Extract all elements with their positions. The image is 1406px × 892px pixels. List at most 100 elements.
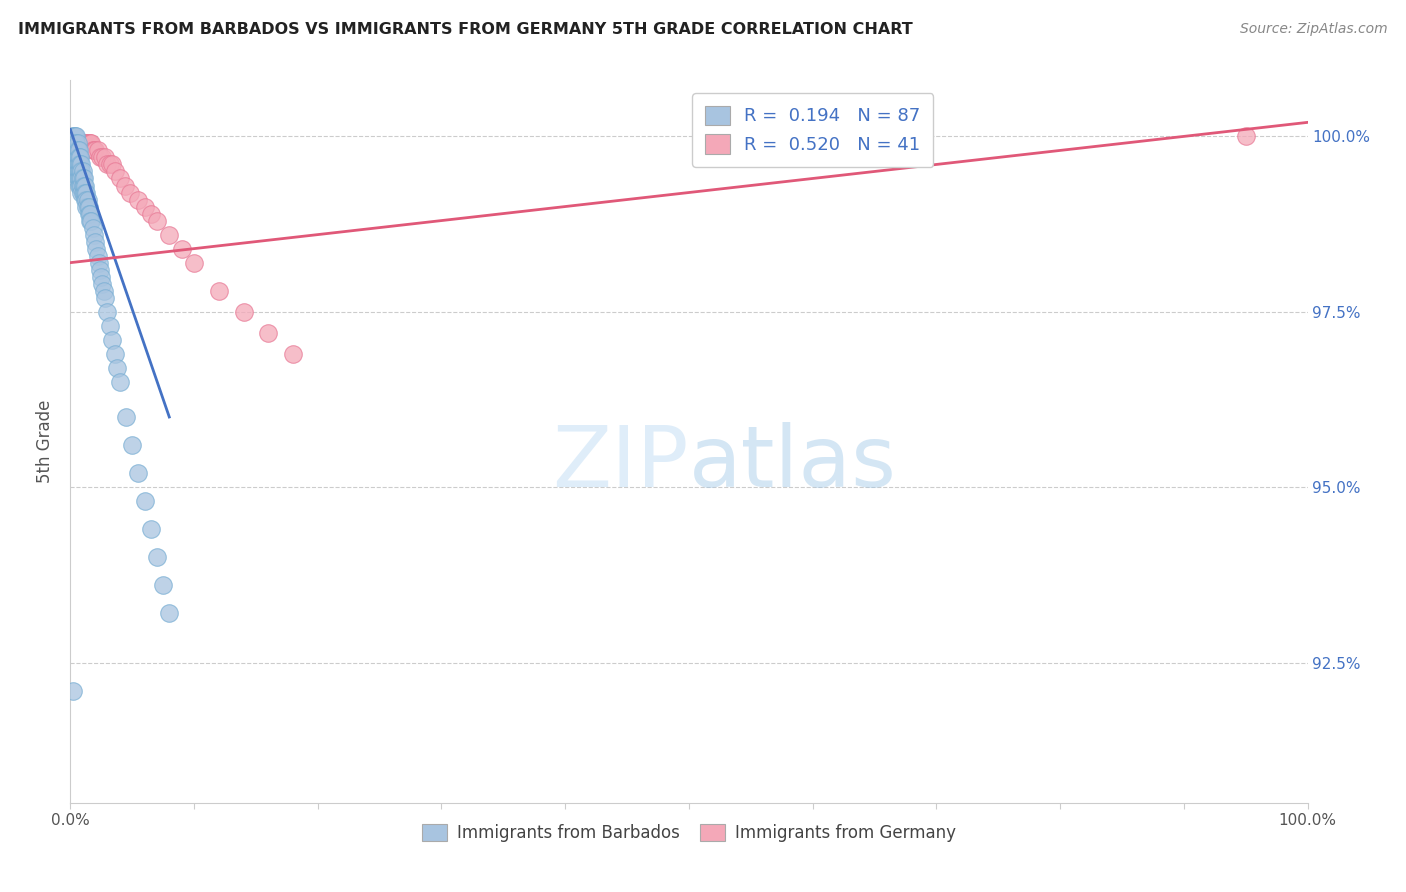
Point <box>63 151 86 165</box>
Point <box>67 151 90 165</box>
Point <box>139 522 162 536</box>
Point <box>105 360 128 375</box>
Point <box>77 136 100 151</box>
Point <box>77 206 100 220</box>
Point <box>96 305 118 319</box>
Point <box>108 375 131 389</box>
Point <box>79 213 101 227</box>
Point <box>66 136 89 151</box>
Point <box>62 136 84 151</box>
Point <box>66 144 89 158</box>
Point <box>80 213 103 227</box>
Point <box>83 144 105 158</box>
Point <box>108 171 131 186</box>
Point <box>73 136 96 151</box>
Point <box>94 151 117 165</box>
Point <box>67 157 90 171</box>
Point <box>77 200 100 214</box>
Point <box>72 171 94 186</box>
Point <box>87 255 110 269</box>
Point <box>70 157 93 171</box>
Point <box>63 129 86 144</box>
Point <box>91 277 114 291</box>
Point <box>66 164 89 178</box>
Point <box>96 157 118 171</box>
Point <box>69 164 91 178</box>
Point <box>75 178 97 193</box>
Point <box>170 242 193 256</box>
Point <box>76 136 98 151</box>
Point <box>65 136 87 151</box>
Point <box>80 136 103 151</box>
Point <box>134 200 156 214</box>
Point <box>65 136 87 151</box>
Point <box>73 186 96 200</box>
Point <box>84 235 107 249</box>
Point <box>75 136 97 151</box>
Point <box>70 136 93 151</box>
Point <box>63 157 86 171</box>
Point <box>134 494 156 508</box>
Point <box>75 193 97 207</box>
Point <box>66 136 89 151</box>
Point <box>281 347 304 361</box>
Point <box>65 157 87 171</box>
Point <box>84 242 107 256</box>
Point <box>1234 129 1257 144</box>
Point <box>69 136 91 151</box>
Point <box>65 129 87 144</box>
Point <box>70 186 93 200</box>
Point <box>75 186 97 200</box>
Point <box>75 200 97 214</box>
Point <box>114 178 136 193</box>
Point <box>83 227 105 242</box>
Point <box>208 284 231 298</box>
Point <box>67 171 90 186</box>
Point <box>66 171 89 186</box>
Point <box>73 171 96 186</box>
Point <box>69 151 91 165</box>
Point <box>75 186 97 200</box>
Point <box>82 144 104 158</box>
Point <box>89 262 111 277</box>
Point <box>65 157 87 171</box>
Point <box>104 347 127 361</box>
Point <box>75 136 97 151</box>
Point <box>73 178 96 193</box>
Point <box>67 144 90 158</box>
Point <box>72 164 94 178</box>
Point <box>115 409 138 424</box>
Text: Source: ZipAtlas.com: Source: ZipAtlas.com <box>1240 22 1388 37</box>
Y-axis label: 5th Grade: 5th Grade <box>37 400 55 483</box>
Point <box>72 136 94 151</box>
Point <box>86 249 108 263</box>
Point <box>72 186 94 200</box>
Point <box>65 136 87 151</box>
Point <box>79 136 101 151</box>
Point <box>232 305 254 319</box>
Point <box>63 144 86 158</box>
Point <box>70 164 93 178</box>
Point <box>121 438 143 452</box>
Point <box>62 683 84 698</box>
Point <box>65 129 87 144</box>
Point <box>86 144 108 158</box>
Point <box>82 220 104 235</box>
Point <box>62 129 84 144</box>
Point <box>79 206 101 220</box>
Point <box>89 151 111 165</box>
Point <box>91 151 114 165</box>
Point <box>70 178 93 193</box>
Point <box>65 164 87 178</box>
Point <box>69 171 91 186</box>
Point <box>139 206 162 220</box>
Point <box>146 550 169 565</box>
Point <box>67 178 90 193</box>
Point <box>157 607 180 621</box>
Point <box>84 144 107 158</box>
Point <box>65 171 87 186</box>
Point <box>70 171 93 186</box>
Point <box>66 157 89 171</box>
Point <box>127 466 149 480</box>
Point <box>65 136 87 151</box>
